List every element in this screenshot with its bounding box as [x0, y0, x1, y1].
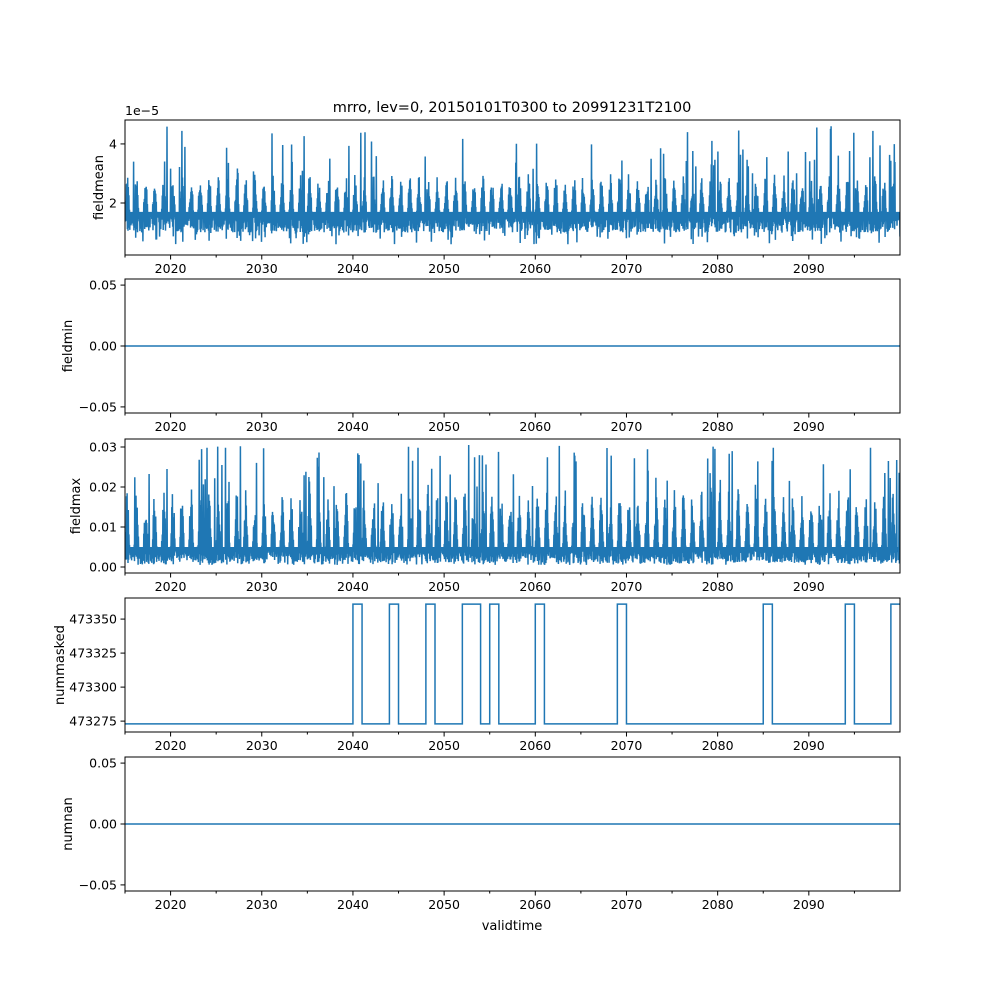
x-axis-label: validtime: [482, 919, 543, 934]
y-tick-label: 473350: [69, 612, 117, 627]
axes-frame: [124, 119, 901, 256]
x-tick-label: 2080: [702, 419, 734, 434]
x-tick-label: 2030: [246, 579, 278, 594]
x-tick-label: 2080: [702, 261, 734, 276]
x-tick-label: 2090: [793, 419, 825, 434]
panel-fieldmean: 2020 2030 2040 2050 2060 2070 2080 2090 2 4fieldm…: [92, 103, 901, 276]
x-tick-label: 2050: [428, 897, 460, 912]
y-tick-label: 0.00: [89, 339, 117, 354]
y-tick-label: 0.05: [89, 278, 117, 293]
y-tick-label: −0.05: [79, 877, 117, 892]
y-tick-label: 0.05: [89, 756, 117, 771]
x-tick-label: 2040: [337, 261, 369, 276]
axes-frame: [124, 597, 901, 733]
x-tick-label: 2020: [155, 897, 187, 912]
x-tick-label: 2020: [155, 261, 187, 276]
x-tick-label: 2060: [519, 897, 551, 912]
y-tick-label: 0.00: [89, 817, 117, 832]
x-tick-label: 2080: [702, 579, 734, 594]
panel-numnan: 2020 2030 2040 2050 2060 2070 2080 2090 −0.05 0.0…: [61, 756, 901, 912]
panel-nummasked: 2020 2030 2040 2050 2060 2070 2080 2090 473275 47…: [53, 597, 901, 753]
x-tick-label: 2070: [611, 738, 643, 753]
y-tick-label: 2: [109, 196, 117, 211]
x-tick-label: 2060: [519, 261, 551, 276]
x-tick-label: 2040: [337, 579, 369, 594]
x-tick-label: 2050: [428, 738, 460, 753]
x-tick-label: 2040: [337, 897, 369, 912]
x-tick-label: 2020: [155, 579, 187, 594]
y-axis-label: fieldmean: [92, 155, 107, 220]
x-tick-label: 2090: [793, 261, 825, 276]
x-tick-label: 2090: [793, 738, 825, 753]
chart-title: mrro, lev=0, 20150101T0300 to 20991231T2…: [333, 100, 692, 116]
y-offset-label: 1e−5: [125, 103, 159, 118]
x-tick-label: 2020: [155, 419, 187, 434]
x-tick-label: 2060: [519, 738, 551, 753]
x-tick-label: 2060: [519, 579, 551, 594]
y-tick-label: −0.05: [79, 399, 117, 414]
y-tick-label: 473275: [69, 714, 117, 729]
fieldmean-line: [125, 126, 900, 245]
panel-fieldmax: 2020 2030 2040 2050 2060 2070 2080 2090 0.00 0.01…: [69, 438, 901, 594]
y-tick-label: 0.02: [89, 480, 117, 495]
x-tick-label: 2070: [611, 261, 643, 276]
x-tick-label: 2030: [246, 261, 278, 276]
y-tick-label: 473300: [69, 680, 117, 695]
nummasked-line: [125, 603, 900, 725]
x-tick-label: 2060: [519, 419, 551, 434]
fieldmax-line: [125, 444, 900, 565]
y-tick-label: 473325: [69, 646, 117, 661]
panel-fieldmin: 2020 2030 2040 2050 2060 2070 2080 2090 −0.05 0.0…: [61, 278, 901, 434]
y-axis-label: numnan: [61, 797, 76, 851]
y-axis-label: fieldmin: [61, 320, 76, 373]
x-tick-label: 2040: [337, 419, 369, 434]
axes-frame: [124, 438, 901, 574]
y-tick-label: 4: [109, 136, 117, 151]
y-tick-label: 0.00: [89, 560, 117, 575]
x-tick-label: 2050: [428, 579, 460, 594]
x-tick-label: 2050: [428, 261, 460, 276]
y-tick-label: 0.01: [89, 520, 117, 535]
x-tick-label: 2030: [246, 419, 278, 434]
x-tick-label: 2040: [337, 738, 369, 753]
x-tick-label: 2080: [702, 897, 734, 912]
x-tick-label: 2030: [246, 897, 278, 912]
x-tick-label: 2090: [793, 897, 825, 912]
y-axis-label: nummasked: [53, 625, 68, 705]
x-tick-label: 2050: [428, 419, 460, 434]
x-tick-label: 2020: [155, 738, 187, 753]
y-tick-label: 0.03: [89, 440, 117, 455]
x-tick-label: 2030: [246, 738, 278, 753]
x-tick-label: 2070: [611, 579, 643, 594]
x-tick-label: 2090: [793, 579, 825, 594]
x-tick-label: 2080: [702, 738, 734, 753]
x-tick-label: 2070: [611, 897, 643, 912]
y-axis-label: fieldmax: [69, 478, 84, 535]
x-tick-label: 2070: [611, 419, 643, 434]
